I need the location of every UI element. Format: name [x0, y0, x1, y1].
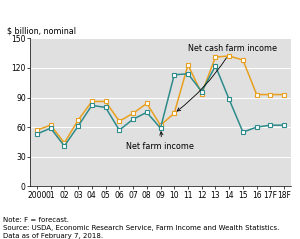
- Text: $ billion, nominal: $ billion, nominal: [7, 26, 76, 35]
- Text: Net farm income and net cash farm income, 2000-18F: Net farm income and net cash farm income…: [6, 12, 272, 22]
- Text: Net cash farm income: Net cash farm income: [177, 44, 277, 111]
- Text: Note: F = forecast.
Source: USDA, Economic Research Service, Farm Income and Wea: Note: F = forecast. Source: USDA, Econom…: [3, 217, 279, 239]
- Text: Net farm income: Net farm income: [126, 132, 194, 151]
